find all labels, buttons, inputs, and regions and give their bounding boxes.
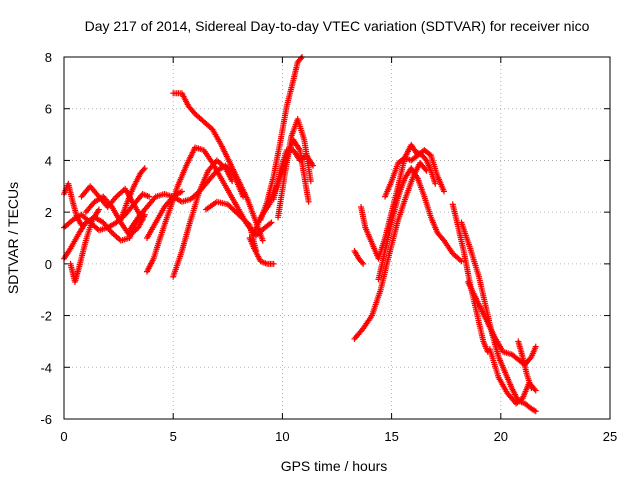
data-point-fill	[140, 166, 147, 173]
data-point-fill	[267, 220, 274, 227]
series-track-20	[351, 160, 430, 342]
x-tick-label: 20	[494, 429, 508, 444]
series-track-22	[375, 165, 465, 283]
data-point-fill	[297, 55, 304, 62]
data-point-fill	[531, 386, 538, 393]
y-tick-label: -4	[40, 360, 52, 375]
data-points	[61, 54, 539, 415]
series-track-28	[486, 346, 539, 407]
series-track-6	[82, 193, 148, 239]
data-point	[78, 222, 85, 229]
data-point	[360, 260, 367, 267]
data-point	[307, 178, 314, 185]
data-point	[229, 178, 236, 185]
series-track-18	[275, 116, 314, 221]
series-track-16	[257, 54, 306, 223]
data-point-fill	[527, 355, 534, 362]
data-point	[270, 260, 277, 267]
plot-frame	[63, 56, 611, 420]
series-track-24	[414, 149, 439, 187]
series-track-27	[465, 278, 539, 368]
data-point	[441, 188, 448, 195]
data-point	[532, 408, 539, 415]
axis-ticks: 0 5 10 15 20 25 -6 -4 -2 0 2 4 6 8	[40, 50, 617, 444]
data-point	[268, 219, 275, 226]
data-point	[146, 193, 153, 200]
data-point	[528, 384, 535, 391]
data-point	[95, 206, 102, 213]
y-tick-label: -6	[40, 412, 52, 427]
series-track-26	[458, 219, 539, 415]
y-tick-label: 0	[45, 257, 52, 272]
series-track-7	[117, 165, 148, 223]
data-point	[178, 188, 185, 195]
y-tick-label: -2	[40, 309, 52, 324]
x-tick-label: 25	[603, 429, 617, 444]
chart-title: Day 217 of 2014, Sidereal Day-to-day VTE…	[85, 18, 590, 34]
series-track-2	[61, 180, 85, 229]
series-track-25	[449, 201, 491, 355]
data-point	[532, 343, 539, 350]
data-point-fill	[245, 220, 252, 227]
x-axis-label: GPS time / hours	[281, 458, 388, 474]
x-tick-label: 0	[60, 429, 67, 444]
data-point-fill	[422, 156, 429, 163]
y-tick-label: 2	[45, 205, 52, 220]
x-tick-label: 10	[275, 429, 289, 444]
series-track-4	[67, 206, 102, 285]
y-tick-label: 6	[45, 102, 52, 117]
data-point	[458, 258, 465, 265]
data-point	[432, 180, 439, 187]
y-tick-label: 8	[45, 50, 52, 65]
series-track-29	[515, 338, 535, 391]
data-point	[141, 165, 148, 172]
series-track-19	[351, 247, 367, 267]
x-tick-label: 5	[170, 429, 177, 444]
y-tick-label: 4	[45, 153, 52, 168]
series-track-14	[246, 235, 277, 267]
y-axis-label: SDTVAR / TECUs	[5, 182, 21, 294]
data-point	[532, 387, 539, 394]
x-tick-label: 15	[384, 429, 398, 444]
data-point-fill	[359, 259, 366, 266]
series-track-12	[170, 157, 236, 280]
data-point	[259, 237, 266, 244]
data-point	[305, 198, 312, 205]
